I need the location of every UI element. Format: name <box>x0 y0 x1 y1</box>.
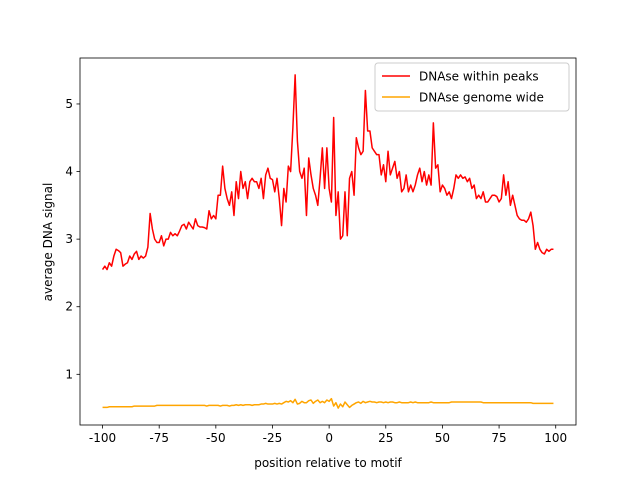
y-tick-label: 1 <box>65 367 73 381</box>
y-tick-label: 3 <box>65 232 73 246</box>
y-axis-label: average DNA signal <box>41 183 55 302</box>
x-tick-label: 50 <box>435 431 450 445</box>
x-tick-label: -75 <box>149 431 169 445</box>
legend-box <box>374 62 570 112</box>
plot-frame <box>79 57 577 426</box>
data-line <box>101 74 554 271</box>
x-tick-label: 25 <box>378 431 393 445</box>
x-axis-label: position relative to motif <box>254 456 402 470</box>
legend-label: DNAse genome wide <box>419 91 544 105</box>
x-tick-label: 75 <box>491 431 506 445</box>
y-tick-label: 4 <box>65 165 73 179</box>
y-tick-label: 2 <box>65 300 73 314</box>
x-tick-label: 0 <box>325 431 333 445</box>
legend-label: DNAse within peaks <box>419 70 539 84</box>
x-tick-label: -100 <box>89 431 116 445</box>
data-line <box>102 397 554 409</box>
x-tick-label: -50 <box>206 431 226 445</box>
y-tick-label: 5 <box>65 97 73 111</box>
x-tick-label: 100 <box>544 431 567 445</box>
x-tick-label: -25 <box>263 431 283 445</box>
